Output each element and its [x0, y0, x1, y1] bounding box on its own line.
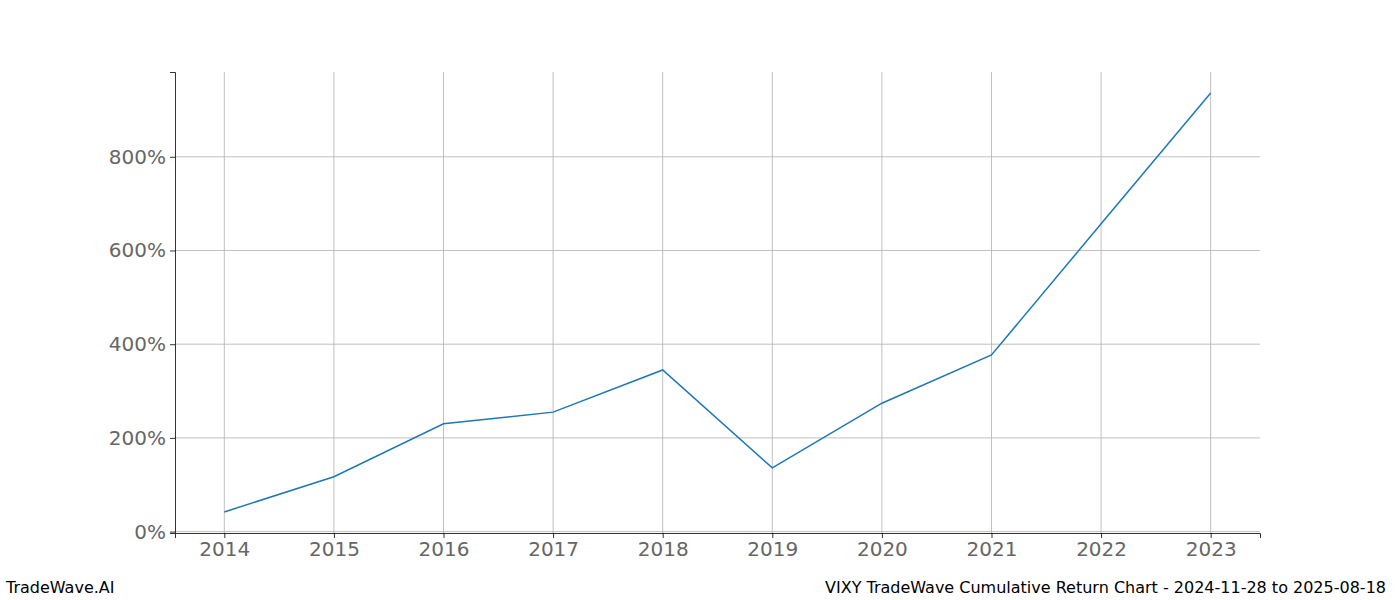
- grid-line: [662, 72, 663, 533]
- tick-mark: [170, 250, 175, 251]
- tick: 2023: [1186, 533, 1237, 561]
- tick-label: 2018: [638, 537, 689, 561]
- tick: 2021: [967, 533, 1018, 561]
- tick-label: 2016: [419, 537, 470, 561]
- tick-label: 800%: [109, 145, 166, 169]
- chart: 2014 2015 2016 2017 2018 2019 2020 2021 2022 2023…: [0, 0, 1400, 600]
- grid-line: [224, 72, 225, 533]
- grid-line: [1210, 72, 1211, 533]
- tick: 400%: [109, 332, 175, 356]
- tick-label: 600%: [109, 238, 166, 262]
- grid-line: [333, 72, 334, 533]
- tick: 2019: [747, 533, 798, 561]
- tick: 2016: [419, 533, 470, 561]
- tick: 2014: [199, 533, 250, 561]
- axis-line: [170, 73, 176, 534]
- tick-mark: [170, 438, 175, 439]
- plot-area: [224, 93, 1210, 512]
- tick: 800%: [109, 145, 175, 169]
- tick: 2020: [857, 533, 908, 561]
- tick-label: 2014: [199, 537, 250, 561]
- tick-label: 2022: [1076, 537, 1127, 561]
- tick-label: 2023: [1186, 537, 1237, 561]
- tick-label: 200%: [109, 426, 166, 450]
- grid-line: [175, 156, 1260, 157]
- grid-line: [881, 72, 882, 533]
- tick-label: 400%: [109, 332, 166, 356]
- tick: 200%: [109, 426, 175, 450]
- grid-line: [991, 72, 992, 533]
- y-axis: 0% 200% 400% 600% 800%: [109, 73, 176, 544]
- grid-line: [443, 72, 444, 533]
- source: TradeWave.AI: [5, 578, 114, 597]
- tick-label: 2021: [967, 537, 1018, 561]
- line: [224, 93, 1210, 512]
- tick: 600%: [109, 238, 175, 262]
- grid-line: [175, 250, 1260, 251]
- tick-label: 0%: [134, 519, 166, 543]
- tick-label: 2017: [528, 537, 579, 561]
- tick-label: 2019: [747, 537, 798, 561]
- grid-line: [175, 344, 1260, 345]
- title: VIXY TradeWave Cumulative Return Chart -…: [825, 578, 1386, 597]
- grid: [175, 72, 1260, 533]
- x-axis: 2014 2015 2016 2017 2018 2019 2020 2021 2022 2023: [176, 533, 1261, 561]
- tick: 2022: [1076, 533, 1127, 561]
- grid-line: [1101, 72, 1102, 533]
- tick-label: 2015: [309, 537, 360, 561]
- grid-line: [553, 72, 554, 533]
- tick-mark: [170, 157, 175, 158]
- tick-label: 2020: [857, 537, 908, 561]
- tick: 2018: [638, 533, 689, 561]
- grid-line: [175, 531, 1260, 532]
- tick-mark: [170, 532, 175, 533]
- grid-line: [175, 437, 1260, 438]
- tick: 2015: [309, 533, 360, 561]
- grid-line: [772, 72, 773, 533]
- tick-mark: [170, 344, 175, 345]
- tick: 0%: [134, 519, 175, 543]
- tick: 2017: [528, 533, 579, 561]
